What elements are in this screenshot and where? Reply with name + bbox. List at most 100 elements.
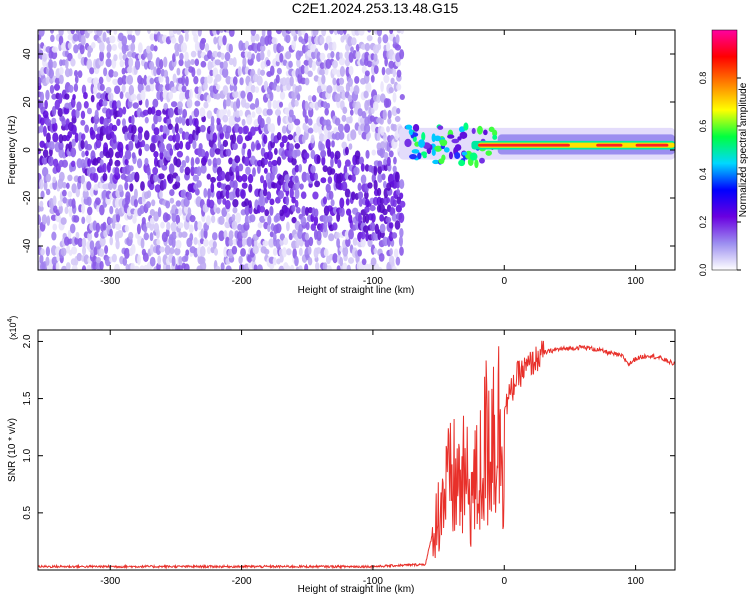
spectrogram-cell [152,98,159,108]
spectrogram-cell [113,54,118,62]
spectrogram-cell [394,220,401,230]
spectrogram-cell [245,166,251,175]
spectrogram-cell [377,165,383,175]
spectrogram-cell [223,60,228,70]
spectrogram-cell [76,252,82,262]
spectrogram-cell [209,69,214,76]
spectrogram-cell [190,156,195,168]
spectrogram-cell [40,190,45,200]
spectrogram-cell [314,262,320,270]
signal-blob [418,139,425,148]
spectrogram-cell [395,60,402,67]
spectrogram-cell [200,228,205,239]
spectrogram-cell [41,53,48,62]
spectrogram-cell [222,139,229,148]
spectrogram-cell [391,213,398,222]
spectrogram-cell [228,238,234,247]
spectrogram-cell [206,94,211,103]
spectrogram-cell [49,30,55,34]
x-tick-label: -300 [100,276,120,287]
spectrogram-cell [111,221,116,229]
spectrogram-cell [399,227,404,238]
spectrogram-cell [149,77,155,85]
spectrogram-cell [273,147,278,156]
spectrogram-cell [71,138,76,148]
spectrogram-cell [382,34,389,44]
spectrogram-cell [389,30,394,35]
spectrogram-cell [294,175,299,183]
spectrogram-cell [90,42,96,49]
signal-blob [488,126,495,133]
colorbar-label: Normalized spectral amplitude [738,82,749,217]
spectrogram-cell [61,265,68,270]
spectrogram-cell [364,164,370,172]
spectrogram-cell [307,35,312,44]
spectrogram-cell [256,142,262,150]
spectrogram-cell [178,207,183,216]
spectrogram-cell [287,122,294,131]
spectrogram-cell [113,263,121,270]
spectrogram-cell [263,167,268,174]
spectrogram-cell [369,222,376,232]
spectrogram-cell [45,89,50,101]
spectrogram-cell [102,31,107,43]
spectrogram-cell [186,192,192,201]
spectrogram-cell [104,245,109,255]
spectrogram-cell [121,67,126,75]
spectrogram-cell [231,220,238,231]
spectrogram-cell [364,42,371,52]
spectrogram-cell [178,34,184,45]
spectrogram-cell [43,180,48,191]
spectrogram-cell [322,213,329,225]
spectrogram-cell [89,166,96,174]
spectrogram-cell [257,164,261,175]
spectrogram-cell [232,57,237,68]
spectrogram-cell [385,98,392,108]
spectrogram-cell [140,77,145,85]
spectrogram-cell [327,215,333,223]
spectrogram-cell [291,216,297,224]
spectrogram-cell [364,51,370,61]
spectrogram-cell [291,98,296,108]
spectrogram-cell [328,233,335,242]
spectrogram-cell [87,231,93,242]
spectrogram-cell [58,141,64,151]
spectrogram-noise-cells [38,30,406,270]
spectrogram-cell [186,97,193,109]
spectrogram-cell [289,187,294,199]
signal-blob [411,149,420,154]
spectrogram-cell [171,237,176,249]
spectrogram-cell [46,215,51,226]
spectrogram-cell [361,258,367,266]
spectrogram-cell [150,44,155,52]
spectrogram-cell [224,199,231,210]
spectrogram-cell [318,133,325,142]
spectrogram-cell [319,143,325,151]
spectrogram-cell [339,197,345,209]
spectrogram-cell [99,83,105,92]
spectrogram-cell [111,124,118,132]
spectrogram-cell [326,102,331,109]
spectrogram-cell [358,212,362,224]
spectrogram-cell [294,143,301,150]
spectrogram-cell [218,230,225,242]
spectrogram-cell [86,196,92,206]
spectrogram-cell [184,31,189,42]
spectrogram-cell [105,58,112,68]
spectrogram-cell [212,157,218,168]
spectrogram-cell [392,199,397,208]
chart-title: C2E1.2024.253.13.48.G15 [292,0,459,16]
spectrogram-cell [102,99,108,107]
spectrogram-cell [67,174,73,182]
spectrogram-cell [70,124,77,135]
spectrogram-cell [185,155,190,164]
spectrogram-cell [165,213,171,221]
snr-background [38,330,675,570]
signal-blob [408,128,414,136]
spectrogram-cell [369,205,376,212]
spectrogram-cell [52,132,59,143]
signal-blob [422,154,427,159]
spectrogram-cell [124,225,129,233]
spectrogram-cell [348,228,354,240]
spectrogram-cell [373,65,379,75]
